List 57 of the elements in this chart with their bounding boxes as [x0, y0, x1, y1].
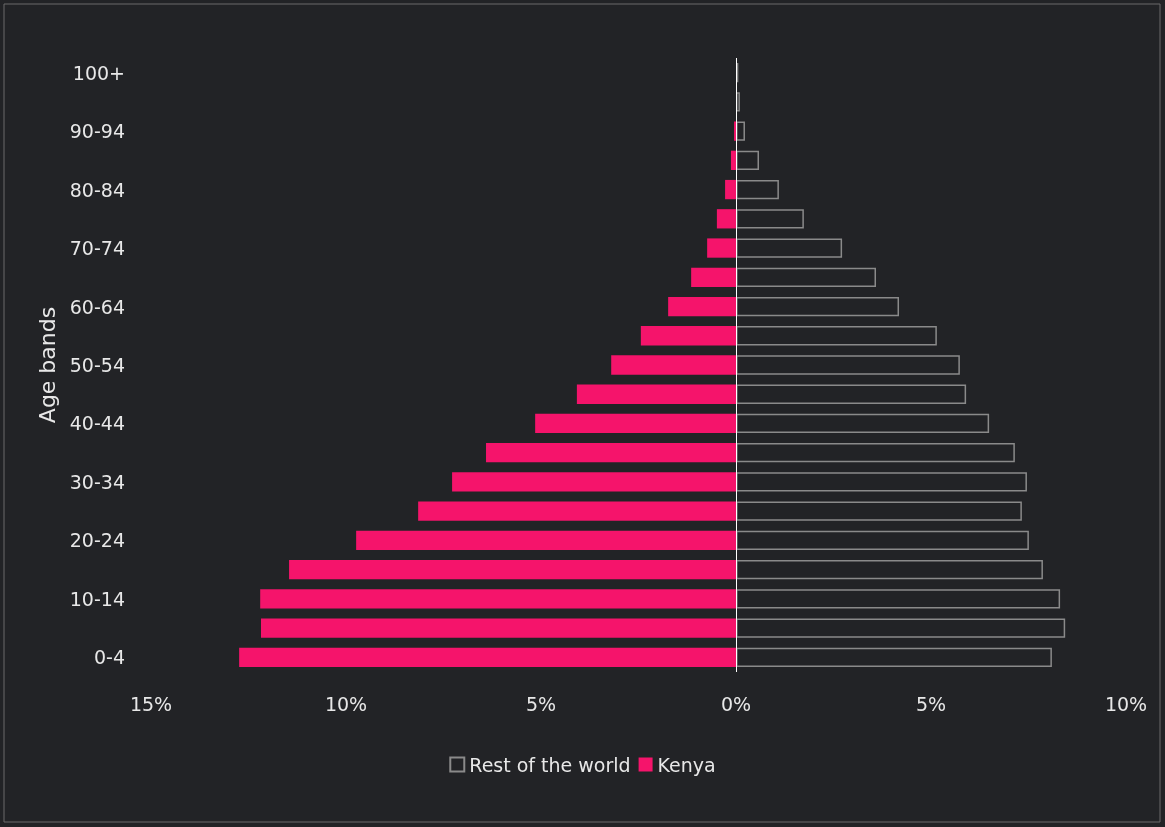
bar	[736, 501, 1022, 521]
legend-label: Kenya	[657, 753, 716, 776]
bar	[736, 589, 1061, 609]
bar	[736, 209, 804, 229]
x-tick-label: 10%	[324, 692, 368, 715]
bar	[736, 238, 843, 258]
bar	[640, 326, 736, 346]
bar	[736, 413, 990, 434]
bar	[486, 443, 736, 463]
bar	[736, 150, 760, 170]
bar	[611, 355, 736, 375]
bar	[260, 618, 736, 638]
bar	[736, 472, 1027, 492]
bar	[736, 355, 960, 375]
bar	[736, 121, 745, 141]
y-axis-title: Age bands	[35, 306, 61, 424]
y-tick-label: 70-74	[69, 237, 125, 260]
y-tick-label: 100+	[72, 61, 125, 84]
bar	[239, 647, 736, 668]
y-tick-label: 10-14	[69, 587, 125, 610]
bar	[736, 179, 779, 200]
y-tick-label: 90-94	[69, 120, 125, 143]
bar	[535, 413, 736, 434]
bar	[736, 443, 1015, 463]
bar	[736, 267, 877, 287]
x-tick-label: 5%	[915, 692, 947, 715]
bar	[736, 560, 1043, 580]
bar	[716, 209, 736, 229]
y-tick-label: 80-84	[69, 178, 125, 201]
bar	[356, 530, 736, 551]
bar	[736, 530, 1029, 551]
bar	[452, 472, 736, 492]
y-tick-label: 0-4	[93, 646, 125, 669]
bar	[736, 326, 937, 346]
bar	[260, 589, 736, 609]
x-tick-label: 5%	[525, 692, 557, 715]
bar	[736, 647, 1052, 668]
bar	[730, 150, 736, 170]
bar	[736, 384, 967, 404]
bar	[707, 238, 736, 258]
bar	[691, 267, 736, 287]
y-tick-label: 20-24	[69, 529, 125, 552]
y-tick-label: 50-54	[69, 354, 125, 376]
y-tick-label: 30-34	[69, 470, 125, 493]
y-tick-label: 40-44	[69, 412, 125, 435]
bar	[725, 179, 736, 200]
y-tick-label: 60-64	[69, 295, 125, 318]
legend-label: Rest of the world	[469, 753, 631, 776]
bar	[736, 618, 1066, 638]
x-tick-label: 0%	[720, 692, 752, 715]
bar	[289, 560, 736, 580]
bar	[576, 384, 736, 404]
bar	[668, 296, 736, 317]
x-tick-label: 10%	[1104, 692, 1148, 715]
bar	[736, 296, 900, 317]
bar	[418, 501, 736, 521]
x-tick-label: 15%	[129, 692, 173, 715]
